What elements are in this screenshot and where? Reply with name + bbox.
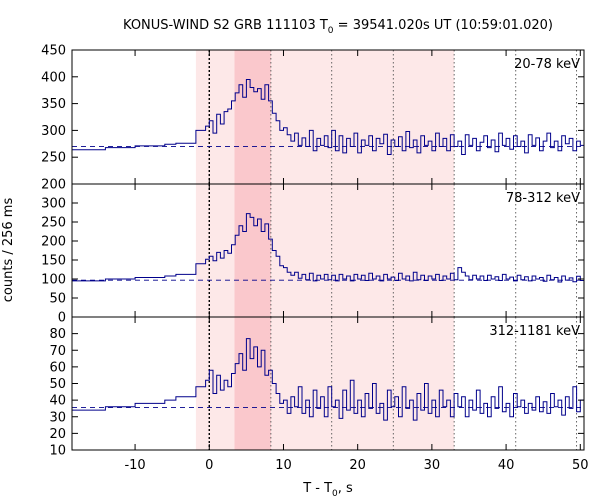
y-tick-label: 70 [49,344,66,359]
count-rate-histogram [72,79,584,155]
y-tick-label: 30 [49,410,66,425]
x-axis-label: T - T0, s [302,481,353,499]
panel-energy-label: 312-1181 keV [489,324,580,339]
y-tick-label: 200 [41,178,66,193]
y-tick-label: 400 [41,70,66,85]
chart-title-subscript: 0 [328,26,334,36]
x-tick-label: 10 [275,458,292,473]
y-tick-label: 350 [41,97,66,112]
x-tick-label: 40 [498,458,515,473]
x-axis-label-subscript: 0 [332,489,338,499]
y-tick-label: 50 [49,377,66,392]
y-tick-label: 450 [41,44,66,59]
y-tick-label: 100 [41,273,66,288]
y-tick-label: 250 [41,151,66,166]
y-tick-label: 50 [49,292,66,307]
shaded-interval-dark [234,317,271,450]
x-tick-label: 30 [424,458,441,473]
y-tick-label: 0 [58,311,66,326]
y-tick-label: 10 [49,444,66,459]
panel-energy-label: 20-78 keV [514,57,580,72]
panel-energy-label: 78-312 keV [506,191,580,206]
y-tick-label: 200 [41,235,66,250]
y-tick-label: 250 [41,216,66,231]
x-tick-label: -10 [124,458,145,473]
y-tick-label: 80 [49,327,66,342]
y-tick-label: 300 [41,124,66,139]
panel-2: 0 50 100 150 200 250 300 78-312 keV [41,183,585,326]
y-axis-label: counts / 256 ms [1,198,16,303]
x-tick-label: 0 [205,458,213,473]
y-tick-label: 40 [49,394,66,409]
shaded-interval-dark [234,184,271,317]
chart-title: KONUS-WIND S2 GRB 111103 T0 = 39541.020s… [123,18,553,36]
x-tick-label: 50 [572,458,589,473]
count-rate-histogram [72,338,584,421]
x-tick-label: 20 [349,458,366,473]
y-tick-label: 300 [41,197,66,212]
panel-1: 200 250 300 350 400 450 20-78 keV [41,44,585,193]
y-tick-label: 150 [41,254,66,269]
count-rate-histogram [72,213,584,283]
y-tick-label: 20 [49,427,66,442]
shaded-interval-dark [234,50,271,184]
y-tick-label: 60 [49,360,66,375]
